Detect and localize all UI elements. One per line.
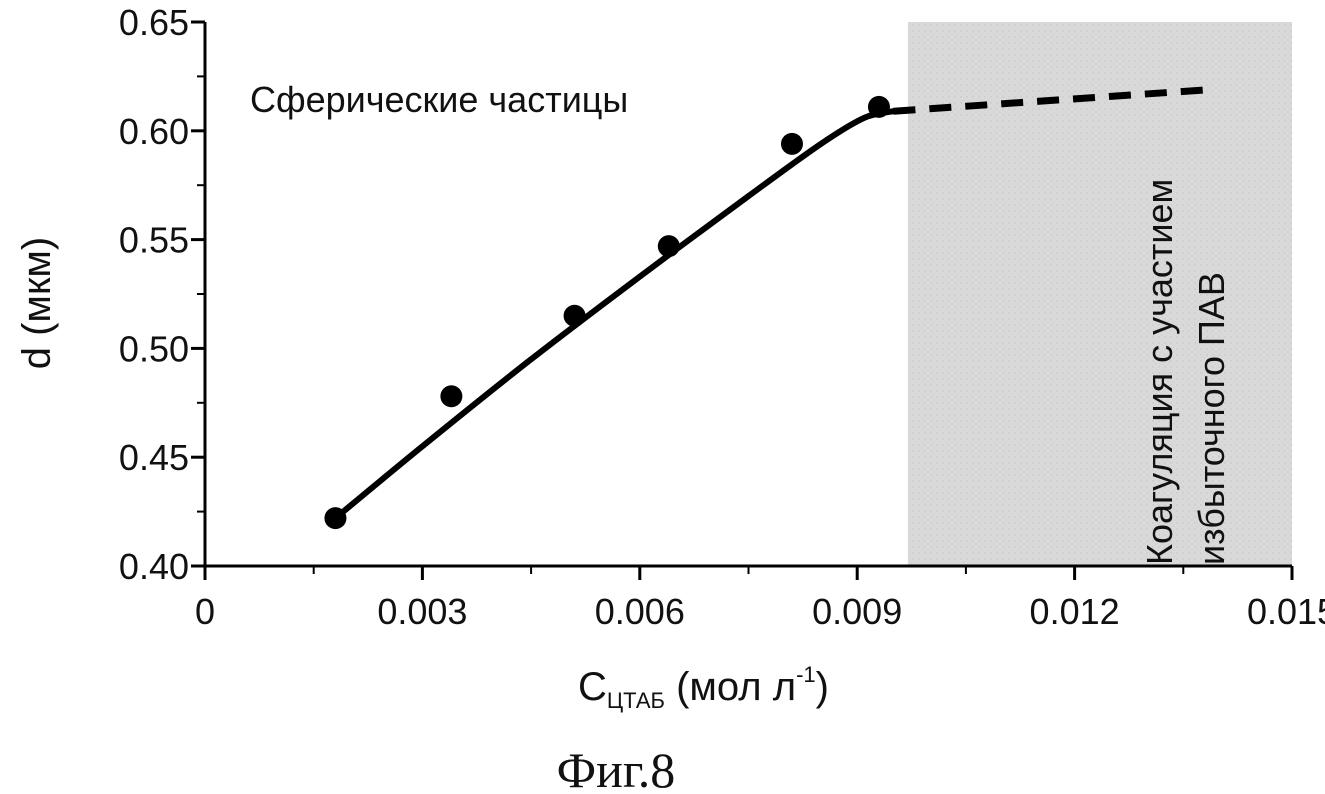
fit-curve: [335, 111, 893, 518]
data-point: [868, 96, 890, 118]
x-tick-label: 0.015: [1247, 591, 1325, 632]
data-points: [324, 96, 890, 529]
annotation-coagulation-line2: избыточного ПАВ: [1191, 272, 1232, 565]
figure-caption: Фиг.8: [557, 742, 676, 794]
x-axis-title: CЦТАБ (мол л-1): [578, 662, 829, 713]
data-point: [440, 385, 462, 407]
y-tick-label: 0.60: [119, 111, 189, 152]
x-tick-label: 0.012: [1030, 591, 1120, 632]
annotation-coagulation-line1: Коагуляция с участием: [1139, 179, 1180, 565]
x-tick-label: 0: [195, 591, 215, 632]
x-axis-title-sup: -1: [796, 662, 816, 687]
x-tick-label: 0.006: [595, 591, 685, 632]
y-tick-label: 0.55: [119, 220, 189, 261]
x-axis-title-main: C: [578, 665, 607, 709]
y-tick-label: 0.40: [119, 546, 189, 587]
y-tick-label: 0.45: [119, 437, 189, 478]
x-axis-title-units: (мол л: [665, 665, 796, 709]
x-tick-labels: 0 0.003 0.006 0.009 0.012 0.015: [195, 591, 1325, 632]
data-point: [324, 507, 346, 529]
data-point: [781, 133, 803, 155]
annotation-spherical: Сферические частицы: [250, 79, 628, 120]
data-point: [564, 305, 586, 327]
data-point: [658, 235, 680, 257]
y-tick-labels: 0.40 0.45 0.50 0.55 0.60 0.65: [119, 2, 189, 587]
y-axis-title: d (мкм): [15, 237, 59, 370]
x-tick-label: 0.009: [812, 591, 902, 632]
x-axis-title-sub: ЦТАБ: [607, 688, 665, 713]
x-axis-title-close: ): [816, 665, 829, 709]
y-tick-label: 0.65: [119, 2, 189, 43]
y-tick-label: 0.50: [119, 328, 189, 369]
x-tick-label: 0.003: [377, 591, 467, 632]
